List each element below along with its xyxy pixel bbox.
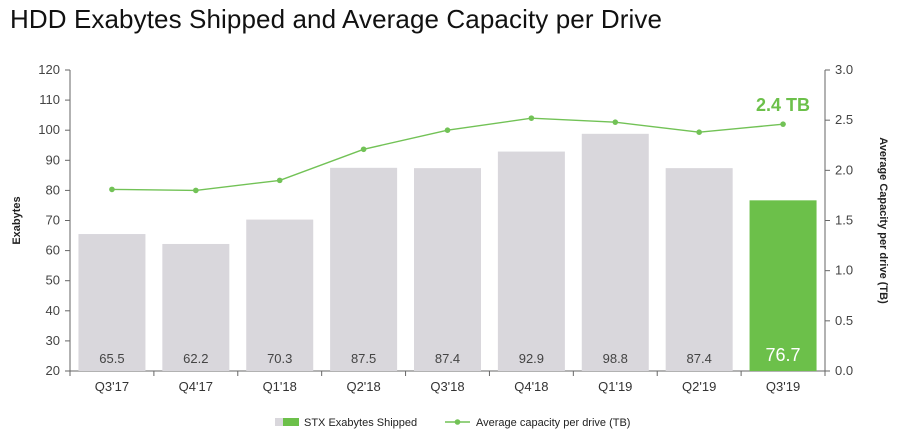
line-point (528, 115, 535, 121)
y-axis-title: Exabytes (11, 196, 23, 244)
legend-label-line: Average capacity per drive (TB) (476, 417, 630, 429)
right-tick-label: 2.0 (835, 162, 853, 177)
left-tick-label: 90 (46, 152, 60, 167)
bar-data-label: 62.2 (183, 351, 208, 366)
line-point (193, 187, 199, 194)
bar-data-label: 65.5 (99, 351, 124, 366)
legend-line-marker (454, 419, 461, 425)
left-tick-label: 120 (38, 62, 60, 77)
bar-data-label: 92.9 (519, 351, 544, 366)
annotation-label: 2.4 TB (756, 95, 810, 115)
x-tick-label: Q4'18 (514, 379, 548, 394)
line-point (780, 121, 786, 127)
line-point (444, 127, 451, 133)
x-tick-label: Q2'18 (346, 379, 380, 394)
bar (414, 168, 481, 371)
right-tick-label: 1.5 (835, 213, 853, 228)
left-tick-label: 40 (46, 303, 60, 318)
right-tick-label: 1.0 (835, 263, 853, 278)
left-tick-label: 80 (46, 182, 60, 197)
left-tick-label: 100 (38, 122, 60, 137)
bar-highlight (749, 200, 817, 371)
bar (665, 168, 733, 371)
bar (581, 133, 649, 371)
x-tick-label: Q4'17 (179, 379, 213, 394)
bar-data-label: 70.3 (267, 351, 292, 366)
bar-data-label: 87.4 (687, 351, 712, 366)
bar-data-label: 76.7 (766, 345, 801, 365)
right-tick-label: 0.5 (835, 313, 853, 328)
y-axis-right-title: Average Capacity per drive (TB) (877, 137, 889, 304)
right-tick-label: 2.5 (835, 112, 853, 127)
bar-data-label: 87.5 (351, 351, 376, 366)
left-tick-label: 30 (46, 333, 60, 348)
line-point (696, 129, 702, 136)
left-tick-label: 60 (46, 243, 60, 258)
bar (330, 167, 398, 371)
chart-title: HDD Exabytes Shipped and Average Capacit… (10, 4, 663, 34)
x-tick-label: Q2'19 (682, 379, 716, 394)
bar-data-label: 98.8 (603, 351, 628, 366)
left-tick-label: 50 (46, 273, 60, 288)
bar-series (78, 133, 817, 371)
line-series (109, 115, 786, 194)
left-tick-label: 20 (46, 363, 60, 378)
right-tick-label: 0.0 (835, 363, 853, 378)
line-point (360, 146, 367, 153)
bar (246, 219, 314, 371)
x-tick-label: Q3'17 (95, 379, 129, 394)
legend-label-bars: STX Exabytes Shipped (304, 417, 417, 429)
bar (78, 234, 146, 371)
x-tick-label: Q1'18 (263, 379, 297, 394)
legend-bar-swatch-accent (283, 418, 299, 426)
bar-data-label: 87.4 (435, 351, 460, 366)
labels: 65.5 62.2 70.3 87.5 87.4 92.9 98.8 87.4 76.7 2.4 … (99, 95, 810, 366)
bar (162, 243, 230, 371)
line-point (276, 177, 283, 184)
bar (497, 151, 565, 371)
left-tick-label: 110 (39, 92, 60, 107)
legend: STX Exabytes Shipped Average capacity per… (275, 417, 630, 429)
x-tick-label: Q1'19 (598, 379, 632, 394)
line-point (109, 186, 115, 193)
line-point (612, 119, 619, 125)
right-tick-label: 3.0 (835, 62, 853, 77)
left-tick-label: 70 (46, 213, 60, 228)
x-tick-label: Q3'19 (766, 379, 800, 394)
x-tick-label: Q3'18 (430, 379, 464, 394)
